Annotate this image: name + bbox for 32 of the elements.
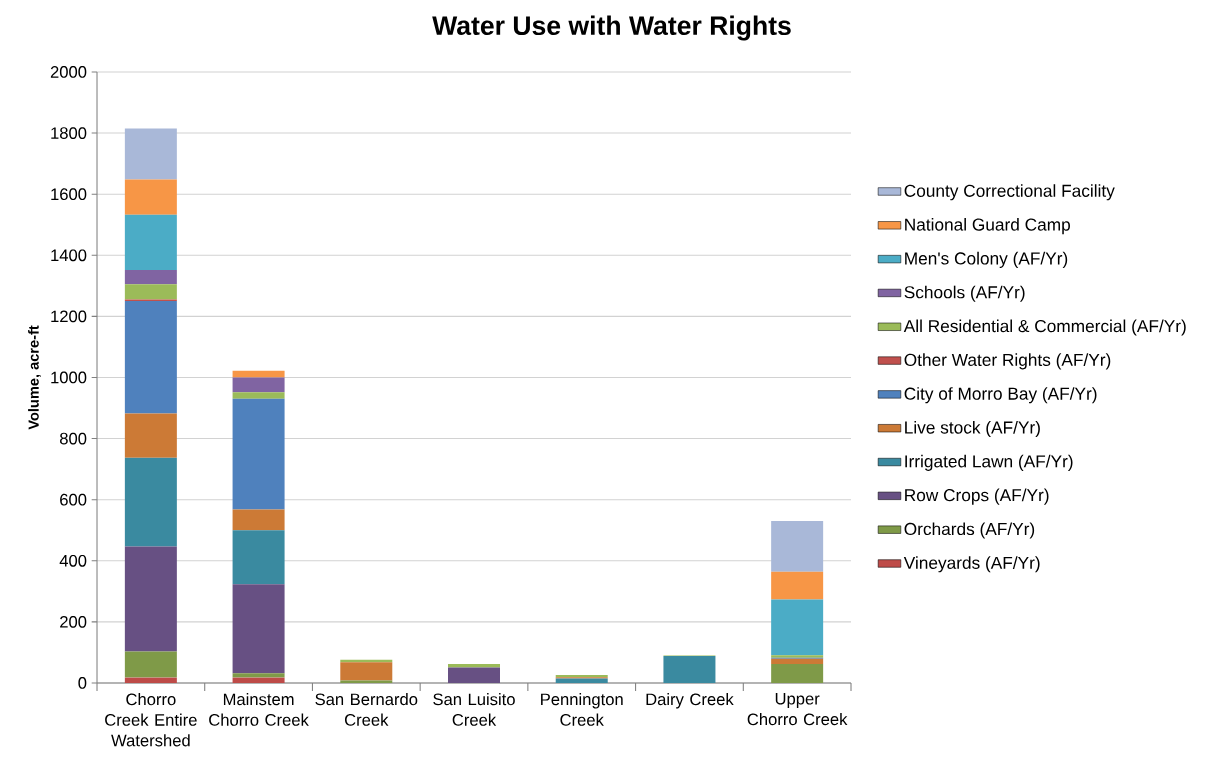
legend-label: Row Crops (AF/Yr)	[905, 488, 1049, 505]
legend-label: County Correctional Facility	[904, 184, 1115, 201]
y-tick-label: 600	[60, 493, 87, 506]
x-tick-label: Dairy Creek	[646, 693, 734, 709]
legend-label: City of Morro Bay (AF/Yr)	[904, 387, 1097, 404]
x-tick-label: Chorro Creek Entire Watershed	[105, 693, 197, 747]
y-tick-label: 1800	[51, 127, 87, 139]
y-tick-label: 1200	[51, 310, 87, 323]
legend-label: Live stock (AF/Yr)	[905, 420, 1040, 438]
x-tick-label: San Bernardo Creek	[315, 693, 418, 726]
legend-label: All Residential & Commercial (AF/Yr)	[903, 319, 1186, 336]
y-tick-label: 0	[78, 677, 87, 689]
x-tick-label: Mainstem Chorro Creek	[209, 693, 309, 726]
x-tick-label: Upper Chorro Creek	[747, 693, 848, 726]
x-tick-label: San Luisito Creek	[433, 693, 515, 726]
legend-label: Other Water Rights (AF/Yr)	[904, 353, 1111, 370]
y-tick-label: 800	[60, 432, 87, 445]
y-axis-title: Volume, acre-ft	[28, 325, 41, 430]
legend-label: National Guard Camp	[905, 218, 1070, 235]
y-tick-label: 1000	[51, 371, 87, 384]
y-tick-label: 1600	[51, 188, 87, 201]
y-tick-label: 200	[60, 616, 87, 628]
y-tick-label: 400	[59, 554, 87, 567]
chart-title: Water Use with Water Rights	[432, 15, 791, 41]
legend-label: Schools (AF/Yr)	[904, 285, 1025, 302]
legend-label: Irrigated Lawn (AF/Yr)	[905, 454, 1073, 471]
legend-label: Vineyards (AF/Yr)	[903, 556, 1040, 573]
y-tick-label: 1400	[51, 249, 87, 262]
y-tick-label: 2000	[50, 66, 87, 78]
legend-label: Men's Colony (AF/Yr)	[905, 251, 1068, 268]
legend-label: Orchards (AF/Yr)	[904, 522, 1035, 539]
x-tick-label: Pennington Creek	[541, 693, 623, 726]
